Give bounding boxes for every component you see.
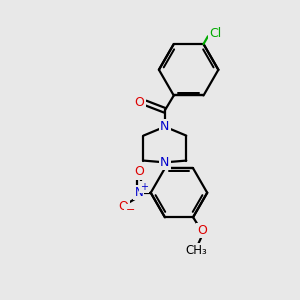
Text: N: N xyxy=(160,120,170,133)
Text: N: N xyxy=(160,156,170,169)
Text: N: N xyxy=(134,186,143,199)
Text: O: O xyxy=(197,224,207,237)
Text: O: O xyxy=(135,96,145,110)
Text: O: O xyxy=(118,200,128,213)
Text: CH₃: CH₃ xyxy=(185,244,207,257)
Text: +: + xyxy=(140,182,148,192)
Text: N: N xyxy=(160,156,170,169)
Text: Cl: Cl xyxy=(209,27,221,40)
Text: O: O xyxy=(134,166,144,178)
Text: −: − xyxy=(125,205,135,215)
Text: N: N xyxy=(160,120,170,133)
